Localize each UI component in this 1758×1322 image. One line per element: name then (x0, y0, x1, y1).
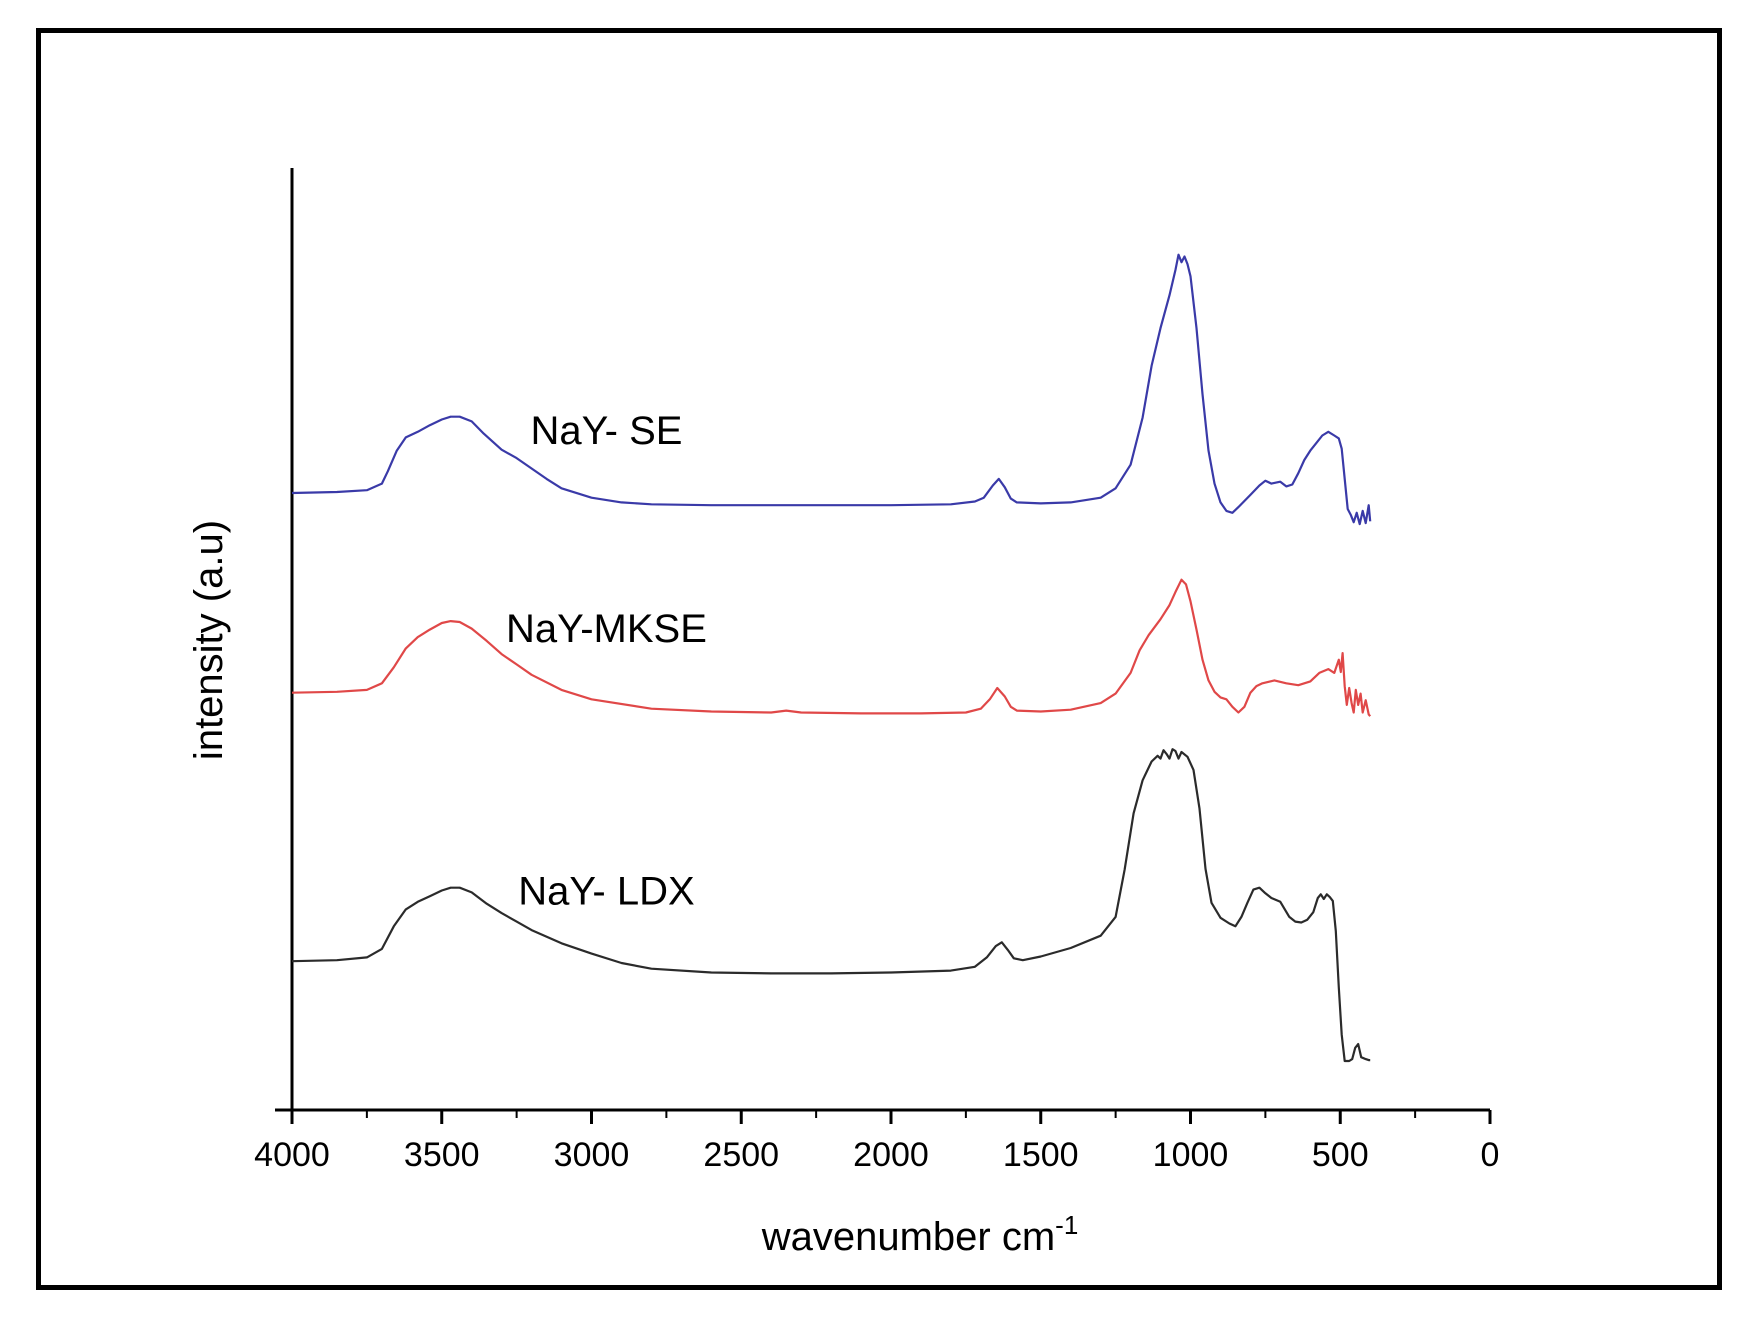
series-label: NaY- LDX (518, 870, 694, 914)
series-lines (291, 253, 1372, 1063)
y-axis-title: intensity (a.u) (187, 520, 231, 760)
x-tick-label: 2500 (703, 1136, 779, 1174)
series-label: NaY-MKSE (506, 607, 707, 651)
series-label: NaY- SE (531, 409, 683, 453)
plot-area: 4000 3500 3000 2500 2000 1500 1000 500 0 NaY- SE… (254, 168, 1499, 1174)
series-line-nay-ldx (291, 748, 1371, 1063)
x-tick-label: 3000 (554, 1136, 630, 1174)
x-tick-label: 500 (1312, 1136, 1369, 1174)
x-tick-label: 4000 (254, 1136, 330, 1174)
x-axis-title-text: wavenumber cm (761, 1215, 1055, 1259)
figure-frame (36, 28, 1722, 1290)
series-line-nay-se (291, 253, 1372, 526)
series-line-nay-mkse (291, 578, 1372, 717)
series-labels: NaY- SE NaY-MKSE NaY- LDX (506, 409, 707, 914)
x-axis-ticks: 4000 3500 3000 2500 2000 1500 1000 500 0 (254, 1110, 1499, 1174)
x-axis-title-superscript: -1 (1055, 1210, 1078, 1240)
x-axis-title: wavenumber cm-1 (761, 1210, 1079, 1259)
x-tick-label: 0 (1481, 1136, 1500, 1174)
x-tick-label: 3500 (404, 1136, 480, 1174)
x-tick-label: 1000 (1153, 1136, 1229, 1174)
x-tick-label: 1500 (1003, 1136, 1079, 1174)
x-tick-label: 2000 (853, 1136, 929, 1174)
